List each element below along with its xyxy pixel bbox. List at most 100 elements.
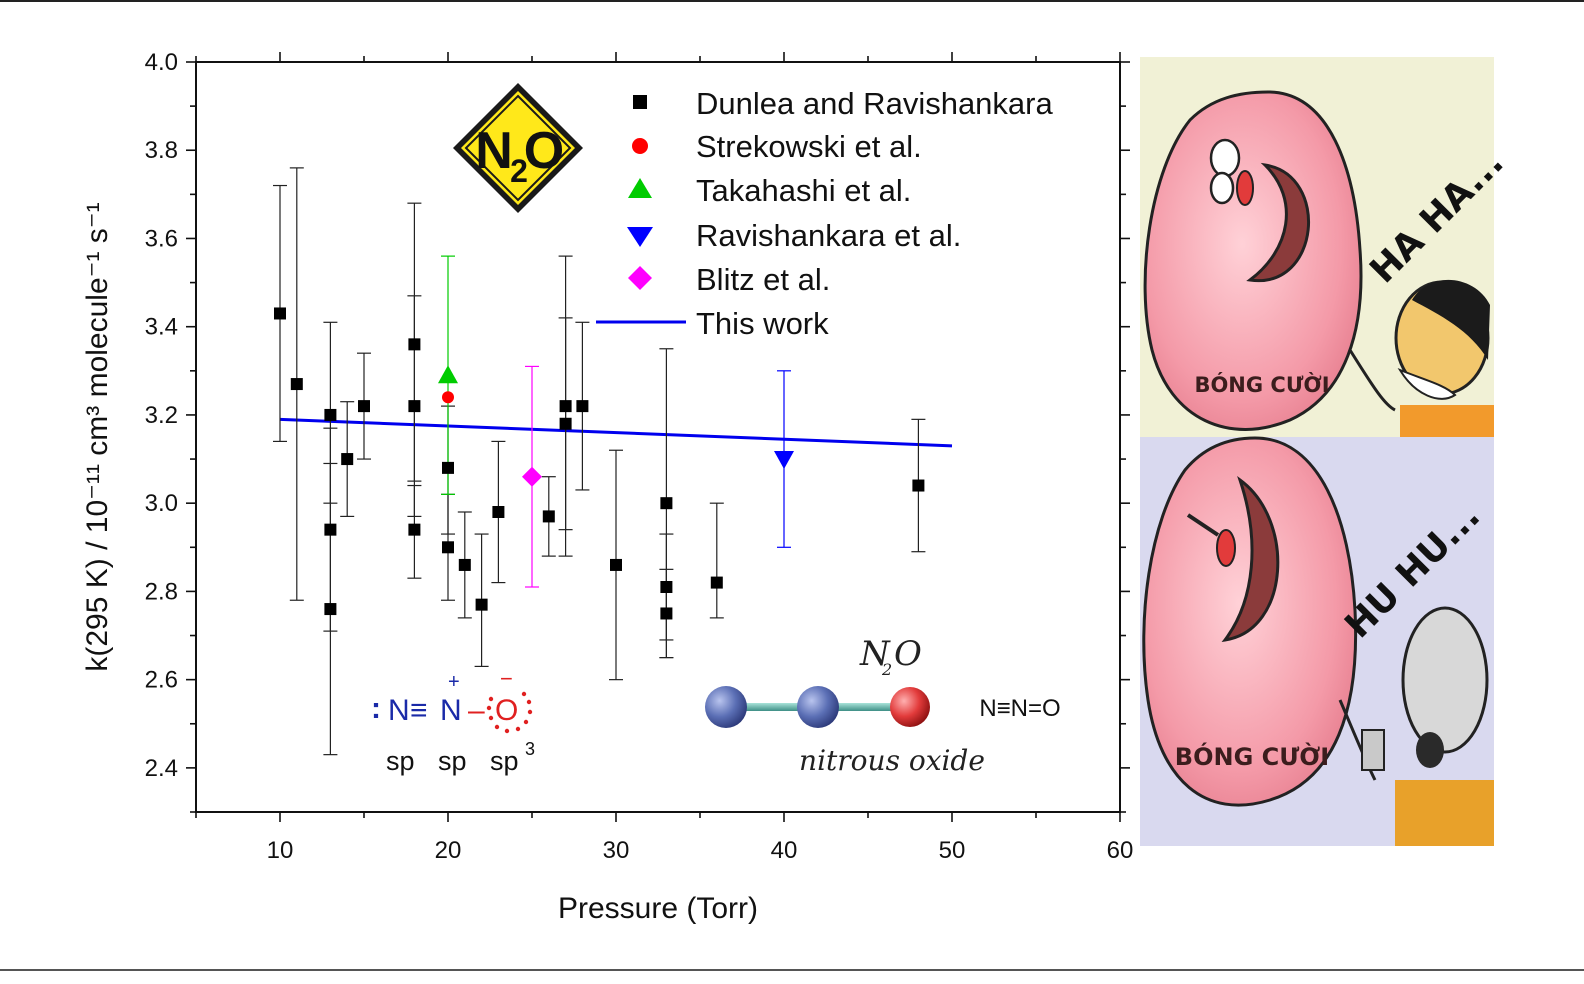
data-point-square	[324, 603, 337, 616]
top-balloon-label: BÓNG CƯỜI	[1194, 372, 1329, 397]
molecule-formula-o: O	[894, 634, 922, 674]
legend-label-blitz: Blitz et al.	[696, 262, 830, 297]
plot-frame	[195, 61, 1121, 813]
crying-skeleton	[1361, 606, 1494, 846]
data-point-square	[475, 598, 488, 611]
badge-letter-n: N	[475, 122, 513, 180]
lewis-atom-n1: N	[388, 694, 410, 727]
data-point-square	[324, 408, 337, 421]
data-point-square	[559, 400, 572, 413]
lewis-single-bond: –	[468, 694, 485, 727]
lewis-atom-n2: N	[440, 694, 462, 727]
data-point-square	[458, 558, 471, 571]
data-point-square	[660, 607, 673, 620]
data-point-square	[660, 497, 673, 510]
cartoon-illustration: BÓNG CƯỜI HA HA... BÓNG CƯỜI HU HU...	[1140, 57, 1512, 846]
data-point-square	[442, 541, 454, 554]
cartoon-bottom-panel: BÓNG CƯỜI HU HU...	[1140, 436, 1494, 846]
y-tick-label: 4.0	[145, 49, 178, 76]
data-point-square	[408, 523, 421, 536]
bond-2	[818, 703, 910, 711]
fit-line-layer	[279, 417, 953, 448]
x-axis-ticks: 10 20 30 40 50 60	[195, 52, 1134, 864]
hybridization-o-superscript: 3	[525, 739, 535, 759]
legend-marker-dunlea	[633, 95, 647, 109]
marker-layer	[274, 307, 925, 620]
legend-marker-strekowski	[632, 138, 648, 154]
data-point-square	[610, 558, 622, 571]
legend-marker-blitz	[628, 266, 652, 290]
y-tick-label: 3.4	[145, 314, 178, 341]
y-tick-label: 2.6	[145, 667, 178, 694]
data-point-square	[442, 461, 454, 474]
y-tick-label: 3.6	[145, 225, 178, 252]
x-tick-label: 30	[603, 837, 630, 864]
bottom-border	[0, 969, 1584, 971]
legend-marker-ravishankara	[627, 227, 653, 247]
n2o-badge: N 2 O	[453, 83, 583, 213]
laughing-balloon	[1143, 90, 1363, 431]
badge-subscript: 2	[510, 153, 528, 189]
y-tick-label: 2.4	[145, 755, 178, 782]
legend: Dunlea and Ravishankara Strekowski et al…	[596, 86, 1053, 341]
lewis-lone-pairs-o	[486, 691, 533, 734]
data-point-square	[408, 400, 421, 413]
x-tick-label: 10	[267, 837, 294, 864]
lewis-plus-charge: +	[448, 671, 460, 693]
y-tick-label: 3.2	[145, 402, 178, 429]
data-point-square	[408, 338, 421, 351]
x-axis-title: Pressure (Torr)	[558, 892, 758, 925]
lewis-atom-o: O	[495, 694, 518, 727]
legend-label-this-work: This work	[696, 306, 829, 341]
x-tick-label: 20	[435, 837, 462, 864]
lewis-minus-charge: −	[500, 666, 513, 691]
x-tick-label: 40	[771, 837, 798, 864]
legend-marker-takahashi	[628, 178, 652, 198]
data-point-square	[542, 510, 555, 523]
y-axis-ticks: 2.4 2.6 2.8 3.0 3.2 3.4 3.6 3.8 4.0	[145, 49, 1130, 813]
legend-label-ravishankara: Ravishankara et al.	[696, 218, 961, 253]
y-tick-label: 3.0	[145, 490, 178, 517]
data-point-square	[290, 378, 303, 391]
data-point-triangle-down	[774, 451, 794, 470]
top-border	[0, 0, 1584, 2]
atom-nitrogen-2	[797, 686, 839, 728]
y-tick-label: 2.8	[145, 578, 178, 605]
laughing-person	[1394, 279, 1494, 437]
data-point-square	[492, 506, 505, 518]
legend-label-dunlea: Dunlea and Ravishankara	[696, 86, 1053, 121]
molecule-formula-subscript: 2	[881, 660, 892, 679]
atom-oxygen	[890, 687, 930, 727]
data-point-square	[274, 307, 286, 320]
cartoon-top-panel: BÓNG CƯỜI HA HA...	[1140, 57, 1512, 437]
legend-label-takahashi: Takahashi et al.	[696, 173, 911, 208]
fit-line-this-work	[279, 417, 953, 448]
x-tick-label: 60	[1107, 837, 1134, 864]
lewis-structure: : N ≡ N + – O − sp sp sp 3	[371, 666, 535, 776]
data-point-square	[710, 576, 723, 589]
molecule-structure-text: N≡N=O	[979, 695, 1060, 722]
lewis-lone-pair-n1: :	[371, 692, 381, 725]
data-point-square	[559, 417, 572, 430]
atom-nitrogen-1	[705, 686, 747, 728]
hybridization-o: sp	[490, 746, 519, 776]
data-point-square	[912, 479, 925, 492]
data-point-square	[324, 523, 337, 536]
y-axis-title: k(295 K) / 10⁻¹¹ cm³ molecule⁻¹ s⁻¹	[81, 202, 114, 671]
bottom-balloon-label: BÓNG CƯỜI	[1175, 741, 1329, 771]
y-tick-label: 3.8	[145, 137, 178, 164]
data-point-square	[576, 400, 589, 413]
bond-1	[728, 703, 820, 711]
errorbar-layer	[273, 167, 926, 756]
data-point-triangle-up	[438, 365, 458, 384]
x-tick-label: 50	[939, 837, 966, 864]
badge-letter-o: O	[524, 122, 564, 180]
data-point-square	[341, 453, 354, 466]
data-point-square	[358, 400, 370, 413]
hybridization-n1: sp	[386, 746, 415, 776]
data-point-diamond	[522, 466, 542, 487]
axes: 10 20 30 40 50 60 2.4 2.6 2.8 3.0 3.2 3.4 3.6 3.8 4.0…	[81, 49, 1133, 925]
data-point-square	[660, 581, 673, 593]
molecule-caption: nitrous oxide	[799, 744, 985, 777]
